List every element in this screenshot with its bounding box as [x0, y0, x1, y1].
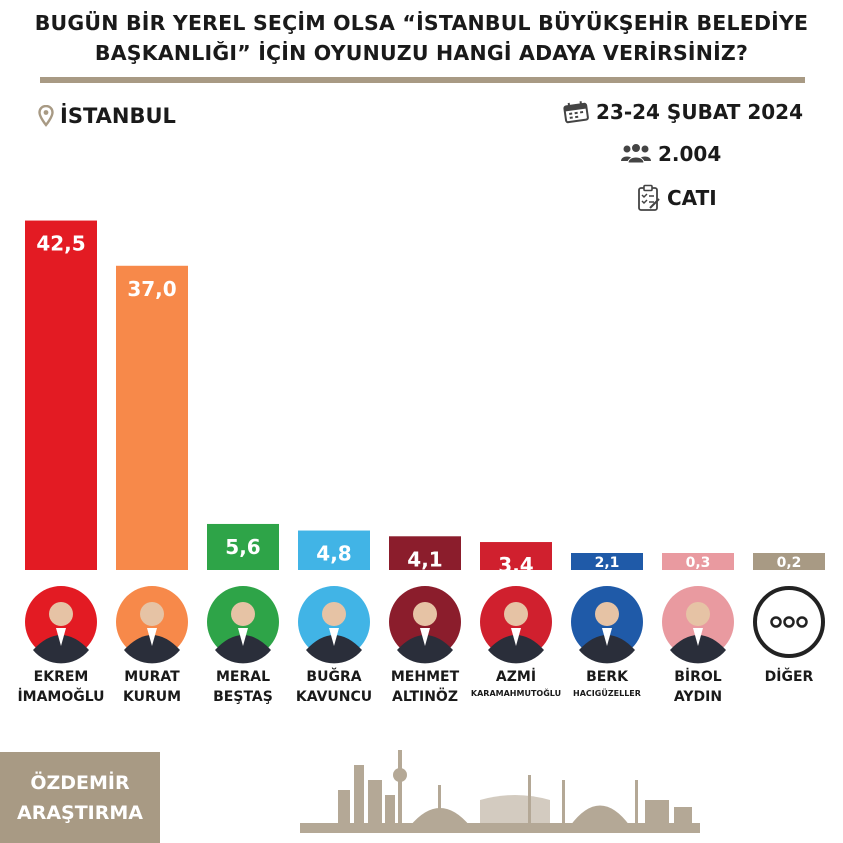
survey-date: 23-24 ŞUBAT 2024	[562, 100, 803, 124]
title-line-2: BAŞKANLIĞI” İÇİN OYUNUZU HANGİ ADAYA VER…	[94, 41, 749, 65]
candidate-first-name: MEHMET	[390, 669, 460, 685]
candidate-avatar	[662, 586, 734, 664]
clipboard-icon	[638, 184, 660, 211]
bar	[298, 530, 370, 570]
candidate-last-name: KARAMAHMUTOĞLU	[470, 689, 562, 698]
candidate-last-name: AYDIN	[673, 689, 723, 705]
bar-value-label: 2,1	[595, 555, 620, 571]
title-divider	[40, 77, 805, 83]
candidate-avatar	[116, 586, 188, 664]
candidate-name: AZMİ KARAMAHMUTOĞLU	[466, 667, 566, 699]
candidate-name: MERAL BEŞTAŞ	[193, 667, 293, 707]
candidate-first-name: MERAL	[215, 669, 271, 685]
calendar-icon	[563, 101, 589, 124]
candidate-last-name: KAVUNCU	[295, 689, 373, 705]
candidate-first-name: BİROL	[674, 669, 722, 685]
candidate-first-name: AZMİ	[495, 669, 537, 685]
candidate-avatar	[25, 586, 97, 664]
candidate-first-name: BERK	[586, 669, 628, 685]
bar-value-label: 0,2	[777, 555, 802, 571]
bar-value-label: 42,5	[36, 232, 85, 256]
candidate-first-name: EKREM	[33, 669, 89, 685]
candidate-last-name: İMAMOĞLU	[17, 689, 105, 705]
bar-value-label: 37,0	[127, 277, 176, 301]
survey-method-label: CATI	[667, 186, 717, 210]
candidate-first-name: BUĞRA	[306, 669, 362, 685]
bar	[207, 523, 279, 570]
candidate-last-name: KURUM	[122, 689, 182, 705]
survey-method: CATI	[637, 184, 717, 212]
bar	[662, 553, 734, 570]
candidate-last-name: ALTINÖZ	[392, 689, 458, 705]
candidate-avatar	[389, 586, 461, 664]
candidate-name: EKREM İMAMOĞLU	[11, 667, 111, 707]
bar-value-label: 0,3	[686, 555, 711, 571]
sample-size: 2.004	[620, 142, 721, 166]
other-icon	[753, 586, 825, 658]
brand-line-2: ARAŞTIRMA	[17, 801, 143, 824]
bar	[389, 536, 461, 570]
brand-line-1: ÖZDEMİR	[30, 771, 130, 794]
candidate-first-name: MURAT	[124, 669, 180, 685]
bar-value-label: 5,6	[225, 535, 260, 559]
bar	[480, 542, 552, 570]
bar-value-label: 3,4	[498, 553, 533, 577]
candidate-avatar	[298, 586, 370, 664]
candidate-name: DİĞER	[739, 667, 839, 687]
survey-date-label: 23-24 ŞUBAT 2024	[596, 100, 804, 124]
bar	[25, 220, 97, 571]
sample-size-label: 2.004	[658, 142, 722, 166]
bar-value-label: 4,1	[407, 547, 442, 571]
bar-value-label: 4,8	[316, 542, 351, 566]
candidate-avatar	[207, 586, 279, 664]
brand-logo: ÖZDEMİR ARAŞTIRMA	[0, 752, 160, 843]
candidate-name: MURAT KURUM	[102, 667, 202, 707]
location: İSTANBUL	[38, 104, 176, 128]
chart-title: BUGÜN BİR YEREL SEÇİM OLSA “İSTANBUL BÜY…	[0, 8, 843, 68]
bar	[753, 553, 825, 570]
candidate-name: MEHMET ALTINÖZ	[375, 667, 475, 707]
people-icon	[621, 143, 651, 164]
bar	[571, 553, 643, 570]
candidate-avatar	[480, 586, 552, 664]
istanbul-skyline-icon	[300, 750, 700, 833]
candidate-name: BUĞRA KAVUNCU	[284, 667, 384, 707]
candidate-name: BERK HACIGÜZELLER	[557, 667, 657, 699]
title-line-1: BUGÜN BİR YEREL SEÇİM OLSA “İSTANBUL BÜY…	[34, 11, 809, 35]
bar	[116, 265, 188, 570]
location-label: İSTANBUL	[60, 104, 176, 128]
candidate-last-name: HACIGÜZELLER	[573, 689, 641, 698]
location-pin-icon	[38, 105, 54, 127]
candidate-avatar	[571, 586, 643, 664]
candidate-first-name: DİĞER	[764, 669, 814, 685]
candidate-name: BİROL AYDIN	[648, 667, 748, 707]
candidate-last-name: BEŞTAŞ	[213, 689, 273, 705]
